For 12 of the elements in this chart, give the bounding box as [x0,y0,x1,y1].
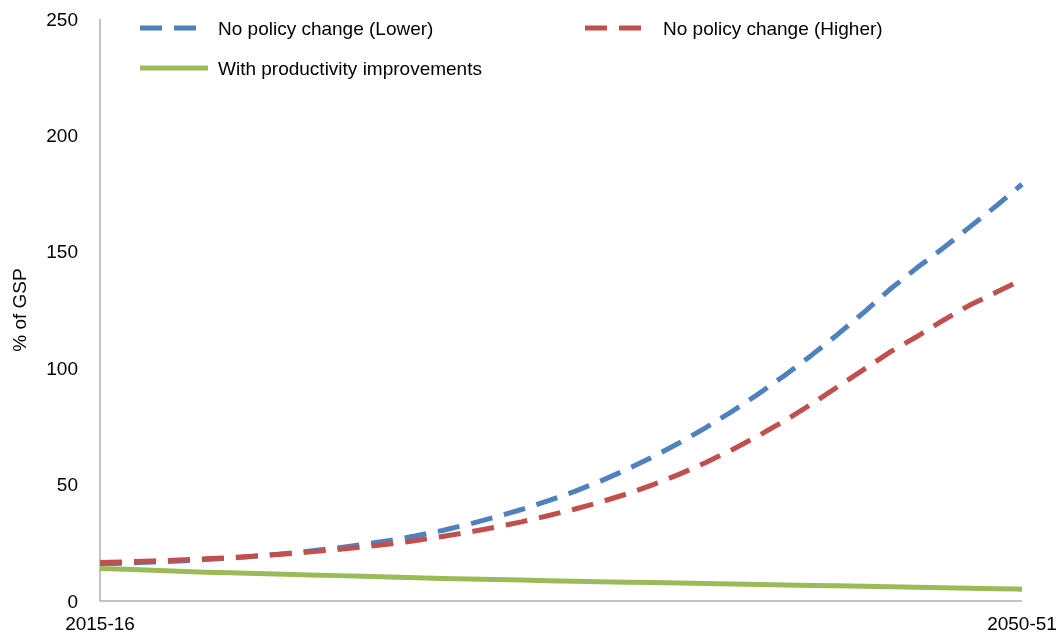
y-tick-label: 250 [46,8,78,30]
y-tick-label: 50 [56,474,78,496]
x-tick-label: 2015-16 [65,613,135,634]
legend-label: No policy change (Lower) [218,17,434,39]
y-tick-label: 150 [46,241,78,263]
y-tick-label: 200 [46,125,78,147]
y-tick-label: 0 [67,590,78,612]
y-axis-title: % of GSP [9,268,30,352]
y-tick-label: 100 [46,357,78,379]
legend-label: With productivity improvements [218,57,482,79]
x-tick-label: 2050-51 [987,613,1057,634]
legend-label: No policy change (Higher) [663,17,883,39]
